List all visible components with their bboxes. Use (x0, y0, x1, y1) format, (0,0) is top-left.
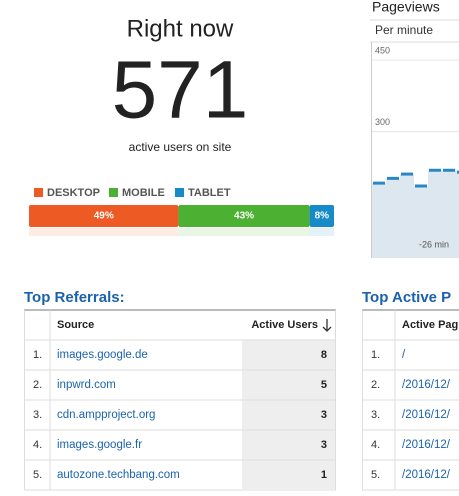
y-tick-label: 450 (375, 45, 390, 55)
row-value: 3 (321, 439, 327, 451)
device-segment (178, 205, 310, 227)
row-index: 5. (33, 469, 42, 481)
segment-reflection (29, 228, 179, 236)
pageview-bar (414, 186, 428, 258)
row-index: 4. (33, 439, 42, 451)
y-tick-label: 300 (375, 117, 390, 127)
legend-swatch (175, 188, 184, 197)
active-users-caption: active users on site (129, 140, 232, 154)
column-header: Source (57, 319, 94, 331)
row-index: 3. (371, 409, 380, 421)
pageview-bar (400, 174, 414, 258)
row-index: 1. (371, 349, 380, 361)
segment-reflection (309, 228, 334, 236)
row-link: /2016/12/ (402, 409, 451, 421)
device-segment-label: 49% (94, 211, 114, 222)
pageview-bar (428, 170, 442, 258)
pageviews-title: Pageviews (372, 0, 440, 15)
legend-swatch (109, 188, 118, 197)
row-index: 4. (371, 439, 380, 451)
column-header: Active Users (251, 319, 318, 331)
row-value: 3 (321, 409, 327, 421)
legend-swatch (34, 188, 43, 197)
sort-arrow (322, 319, 332, 332)
row-link: inpwrd.com (57, 379, 116, 391)
row-link: images.google.de (57, 349, 148, 361)
pages-title: Top Active P (362, 289, 451, 306)
active-users-count: 571 (112, 45, 249, 136)
legend-label: MOBILE (122, 187, 165, 199)
pageviews-subtitle: Per minute (375, 23, 433, 37)
row-link: cdn.ampproject.org (57, 409, 155, 421)
row-index: 1. (33, 349, 42, 361)
row-index: 2. (371, 379, 380, 391)
row-value: 5 (321, 379, 327, 391)
device-segment-label: 43% (234, 211, 254, 222)
row-index: 3. (33, 409, 42, 421)
row-link: / (402, 349, 406, 361)
device-segment (29, 205, 179, 227)
row-link: images.google.fr (57, 439, 142, 451)
row-link: /2016/12/ (402, 439, 451, 451)
pageview-bar (386, 178, 400, 258)
legend-label: TABLET (188, 187, 231, 199)
pageview-bar (456, 172, 459, 258)
row-value: 8 (321, 349, 327, 361)
column-header: Active Pag (402, 319, 458, 331)
legend-label: DESKTOP (47, 187, 100, 199)
row-link: /2016/12/ (402, 469, 451, 481)
x-axis-label: -26 min (419, 239, 449, 249)
pageview-bar (372, 183, 386, 258)
row-link: /2016/12/ (402, 379, 451, 391)
row-index: 2. (33, 379, 42, 391)
segment-reflection (178, 228, 310, 236)
device-segment-label: 8% (315, 211, 330, 222)
row-link: autozone.techbang.com (57, 469, 180, 481)
right-now-title: Right now (127, 15, 234, 42)
pageview-bar (442, 170, 456, 258)
referrals-title: Top Referrals: (24, 289, 125, 306)
row-value: 1 (321, 469, 327, 481)
row-index: 5. (371, 469, 380, 481)
device-segment (309, 205, 334, 227)
value-column (242, 340, 335, 490)
